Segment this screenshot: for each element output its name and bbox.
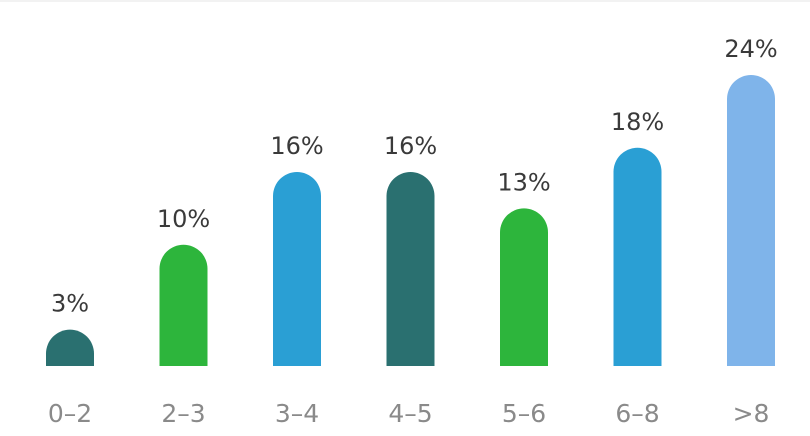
bar-2	[159, 244, 208, 366]
bar-7	[727, 75, 775, 366]
x-tick-label-3: 3–4	[275, 399, 319, 428]
x-tick-label-6: 6–8	[615, 399, 659, 428]
data-label-4: 16%	[384, 132, 437, 160]
x-tick-label-4: 4–5	[388, 399, 432, 428]
bar-6	[613, 147, 662, 366]
x-tick-label-7: >8	[733, 399, 770, 428]
data-label-5: 13%	[497, 168, 550, 196]
data-label-2: 10%	[157, 205, 210, 233]
bar-1	[46, 329, 94, 366]
x-tick-label-2: 2–3	[161, 399, 205, 428]
bar-3	[273, 172, 321, 366]
x-tick-label-5: 5–6	[502, 399, 546, 428]
bar-5	[500, 208, 548, 366]
data-label-6: 18%	[611, 108, 664, 136]
x-tick-label-1: 0–2	[48, 399, 92, 428]
bar-4	[386, 172, 435, 366]
data-label-3: 16%	[270, 132, 323, 160]
data-label-1: 3%	[51, 290, 89, 318]
data-label-7: 24%	[724, 35, 777, 63]
